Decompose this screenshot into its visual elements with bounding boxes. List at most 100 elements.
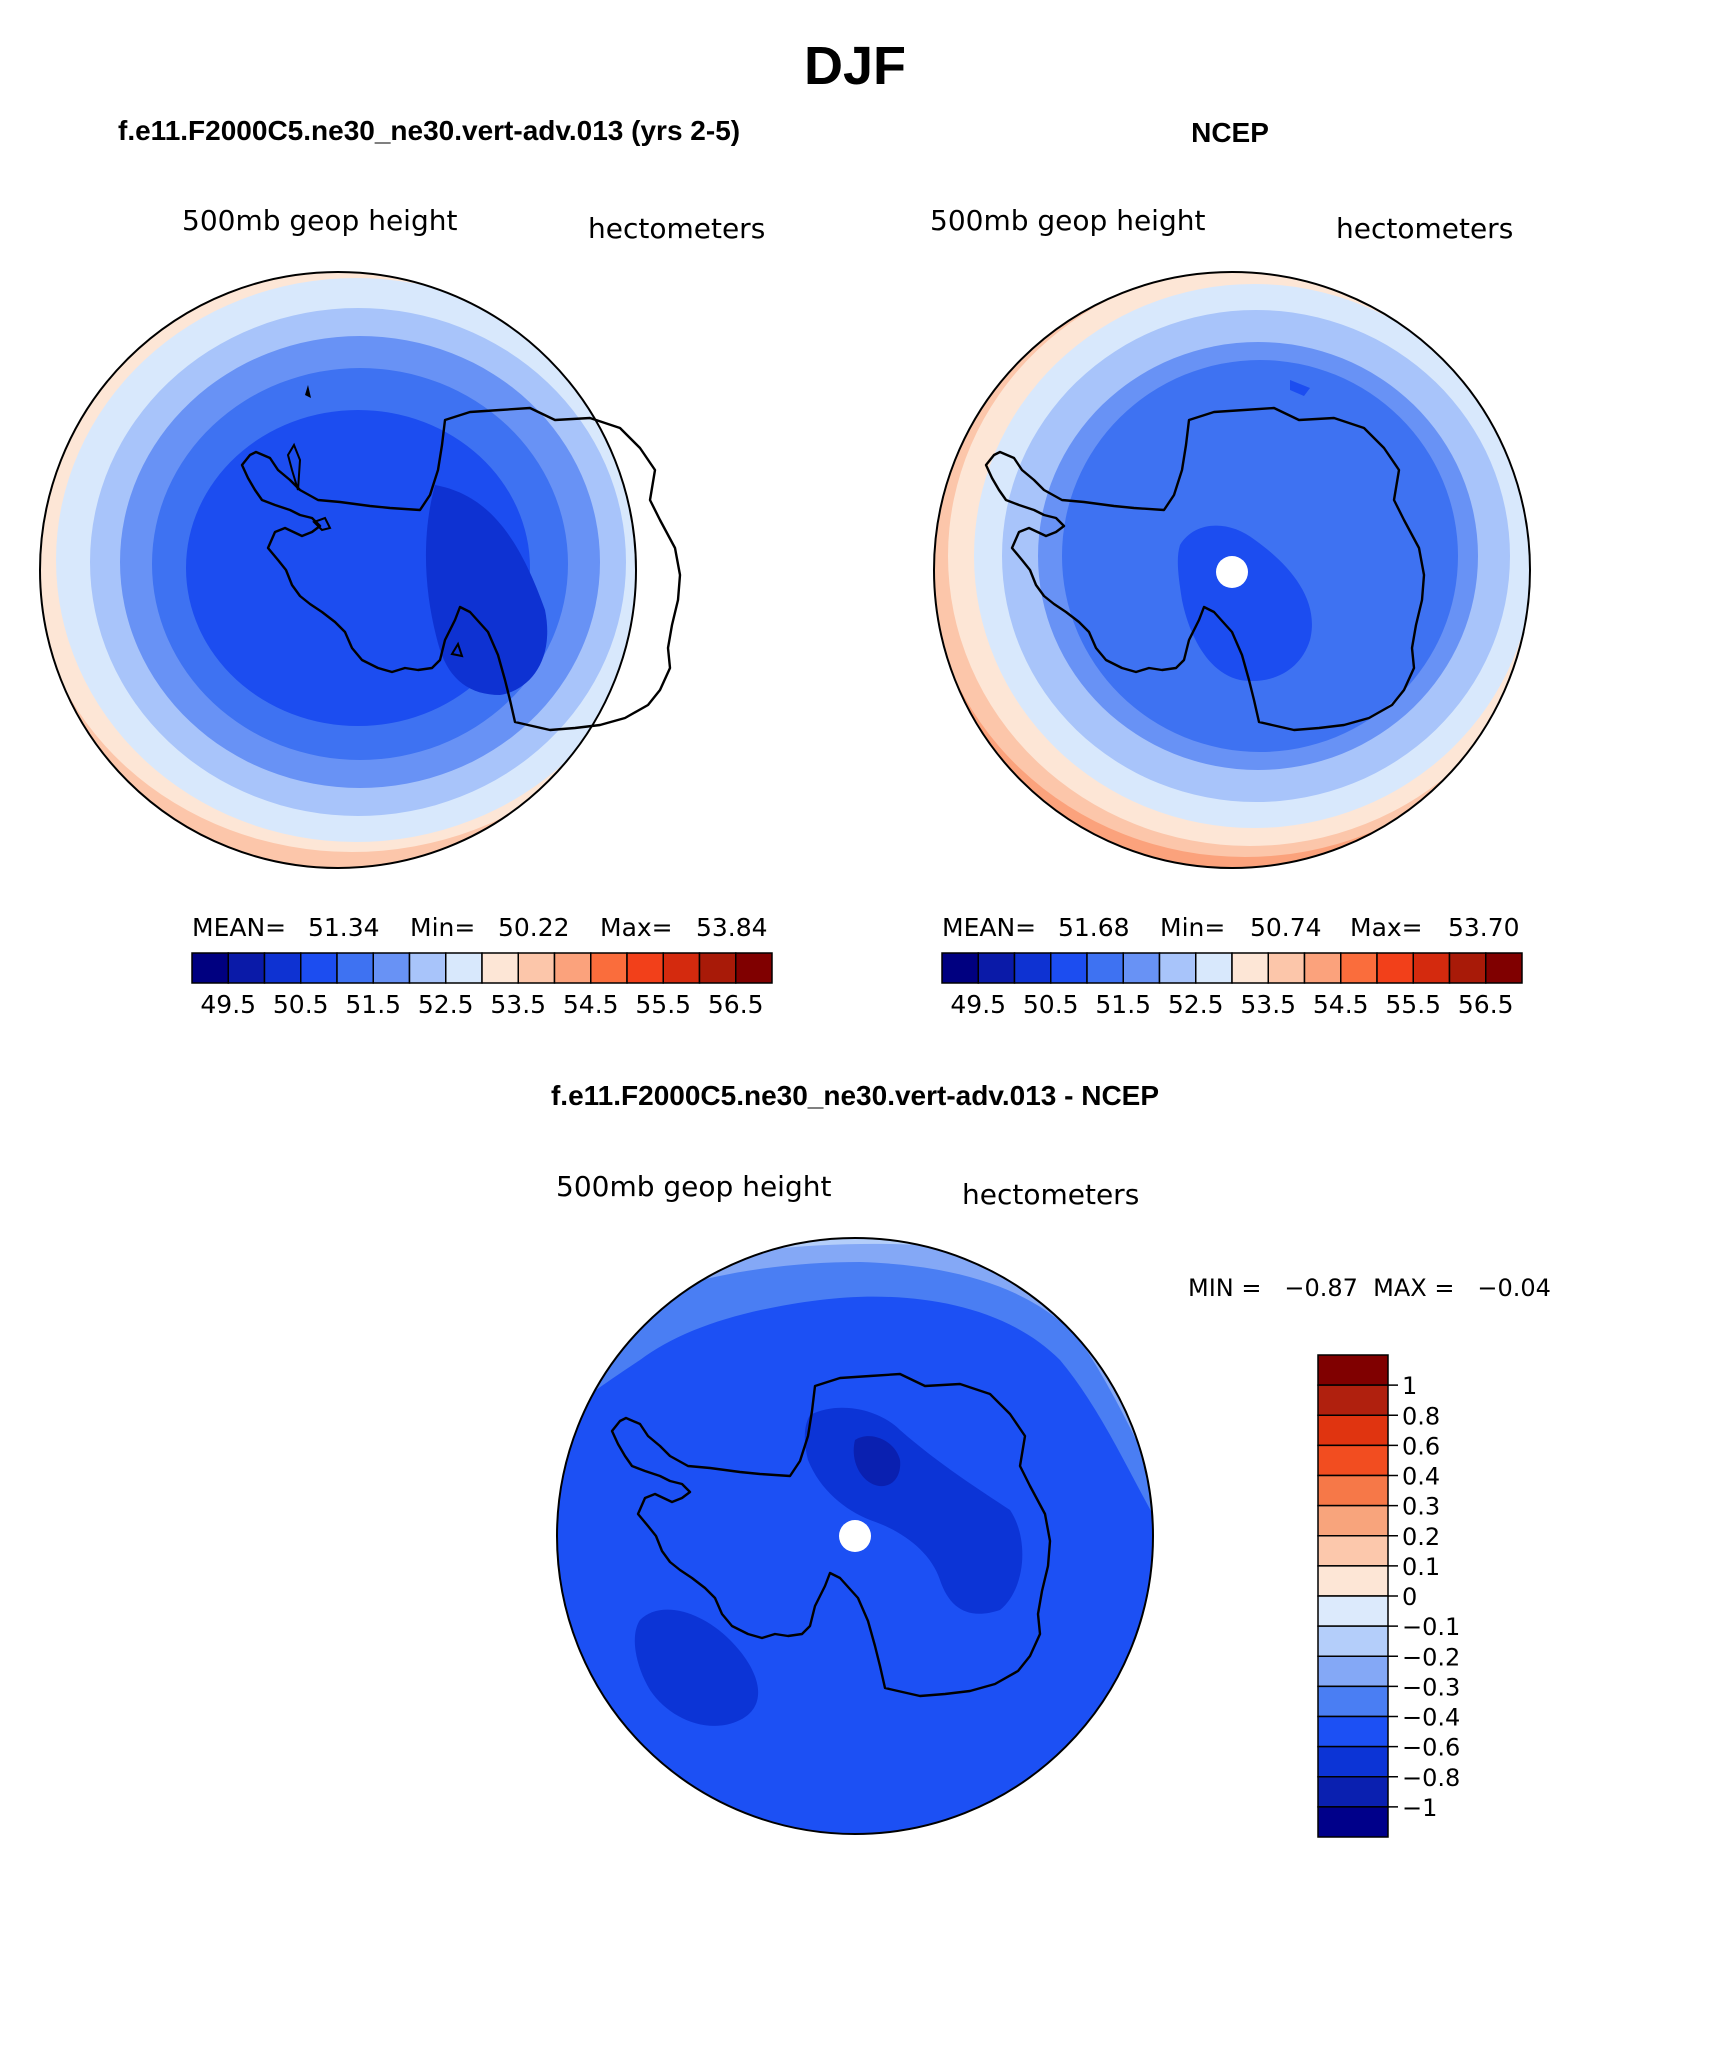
panel1-title: f.e11.F2000C5.ne30_ne30.vert-adv.013 (yr… bbox=[118, 115, 740, 146]
colorbar-tick-label: 0.6 bbox=[1402, 1432, 1440, 1460]
colorbar-swatch bbox=[227, 952, 266, 984]
panel3-field-label: 500mb geop height bbox=[556, 1170, 831, 1203]
colorbar-swatch bbox=[517, 952, 556, 984]
colorbar-tick-label: 53.5 bbox=[1240, 990, 1296, 1019]
colorbar-swatch bbox=[1195, 952, 1233, 984]
colorbar-difference: 10.80.6 0.40.30.20.10−0.1−0.2−0.3 −0.4−0.6… bbox=[1317, 1354, 1460, 1838]
colorbar-swatch bbox=[1317, 1655, 1389, 1688]
colorbar-swatch bbox=[263, 952, 302, 984]
colorbar-tick-label: 0.8 bbox=[1402, 1402, 1440, 1430]
svg-text:MEAN=: MEAN= bbox=[192, 913, 286, 942]
panel2-units-label: hectometers bbox=[1336, 212, 1513, 245]
svg-text:50.74: 50.74 bbox=[1250, 913, 1322, 942]
colorbar-swatch bbox=[1317, 1715, 1389, 1748]
colorbar-tick-label: 49.5 bbox=[950, 990, 1006, 1019]
colorbar-tick-label: 54.5 bbox=[1313, 990, 1369, 1019]
colorbar-tick-label: −0.2 bbox=[1402, 1643, 1460, 1671]
colorbar-swatch bbox=[1013, 952, 1052, 984]
panel3-title: f.e11.F2000C5.ne30_ne30.vert-adv.013 - N… bbox=[551, 1080, 1159, 1111]
colorbar-swatch bbox=[626, 952, 664, 984]
panel1-field-label: 500mb geop height bbox=[182, 204, 457, 237]
colorbar-swatch bbox=[1317, 1414, 1389, 1447]
colorbar-swatch bbox=[1317, 1685, 1389, 1718]
colorbar-swatch bbox=[1412, 952, 1451, 984]
polar-map-ncep bbox=[933, 271, 1531, 869]
colorbar-tick-label: 51.5 bbox=[1095, 990, 1151, 1019]
panel2-title: NCEP bbox=[1191, 117, 1269, 148]
colorbar-swatch bbox=[1376, 952, 1414, 984]
colorbar-swatch bbox=[1317, 1625, 1389, 1657]
svg-text:Min=: Min= bbox=[1160, 913, 1225, 942]
colorbar-tick-label: −1 bbox=[1402, 1794, 1437, 1822]
colorbar-tick-label: 49.5 bbox=[200, 990, 256, 1019]
colorbar-swatch bbox=[300, 952, 338, 984]
svg-text:51.68: 51.68 bbox=[1058, 913, 1130, 942]
colorbar-tick-label: −0.6 bbox=[1402, 1734, 1460, 1762]
colorbar-swatch bbox=[1158, 952, 1197, 984]
svg-text:Max=: Max= bbox=[600, 913, 673, 942]
colorbar-swatch bbox=[590, 952, 628, 984]
colorbar-tick-label: 51.5 bbox=[345, 990, 401, 1019]
colorbar-tick-label: −0.8 bbox=[1402, 1764, 1460, 1792]
colorbar-swatch bbox=[1485, 952, 1523, 984]
colorbar-swatch bbox=[735, 952, 773, 984]
colorbar-tick-label: 56.5 bbox=[708, 990, 764, 1019]
colorbar-tick-label: 53.5 bbox=[490, 990, 546, 1019]
colorbar-tick-label: 50.5 bbox=[273, 990, 329, 1019]
colorbar-swatch bbox=[1317, 1444, 1389, 1477]
svg-text:Min=: Min= bbox=[410, 913, 475, 942]
colorbar-swatch bbox=[662, 952, 701, 984]
panel1-units-label: hectometers bbox=[588, 212, 765, 245]
colorbar-swatch bbox=[1317, 1565, 1389, 1597]
colorbar-tick-label: 0.4 bbox=[1402, 1463, 1440, 1491]
colorbar-swatch bbox=[1267, 952, 1306, 984]
svg-text:53.84: 53.84 bbox=[696, 913, 768, 942]
colorbar-model: 49.5 50.5 51.5 52.5 53.5 54.5 55.5 56.5 bbox=[191, 952, 773, 1019]
colorbar-swatch bbox=[191, 952, 229, 984]
pole-marker bbox=[839, 1520, 871, 1552]
colorbar-tick-label: 55.5 bbox=[1385, 990, 1441, 1019]
colorbar-tick-label: 56.5 bbox=[1458, 990, 1514, 1019]
panel3-units-label: hectometers bbox=[962, 1178, 1139, 1211]
colorbar-tick-label: 0 bbox=[1402, 1583, 1417, 1611]
colorbar-swatch bbox=[698, 952, 737, 984]
colorbar-swatch bbox=[1317, 1354, 1389, 1386]
colorbar-swatch bbox=[336, 952, 374, 984]
colorbar-swatch bbox=[1317, 1504, 1389, 1537]
panel3-minmax: MIN = −0.87 MAX = −0.04 bbox=[1188, 1274, 1551, 1302]
colorbar-tick-label: −0.4 bbox=[1402, 1704, 1460, 1732]
polar-map-difference bbox=[556, 1237, 1154, 1835]
colorbar-swatch bbox=[408, 952, 447, 984]
colorbar-swatch bbox=[553, 952, 592, 984]
colorbar-tick-label: 0.2 bbox=[1402, 1523, 1440, 1551]
colorbar-tick-label: 0.1 bbox=[1402, 1553, 1440, 1581]
antarctica-coastline bbox=[610, 1372, 1052, 1698]
colorbar-tick-label: 54.5 bbox=[563, 990, 619, 1019]
colorbar-tick-label: 1 bbox=[1402, 1372, 1417, 1400]
colorbar-swatch bbox=[1317, 1776, 1389, 1808]
colorbar-swatch bbox=[1317, 1595, 1389, 1627]
colorbar-tick-label: −0.3 bbox=[1402, 1673, 1460, 1701]
svg-text:Max=: Max= bbox=[1350, 913, 1423, 942]
colorbar-swatch bbox=[1122, 952, 1161, 984]
colorbar-swatch bbox=[445, 952, 483, 984]
svg-text:53.70: 53.70 bbox=[1448, 913, 1520, 942]
pole-marker bbox=[1216, 556, 1248, 588]
colorbar-swatch bbox=[1340, 952, 1378, 984]
colorbar-swatch bbox=[1050, 952, 1088, 984]
colorbar-swatch bbox=[1317, 1384, 1389, 1416]
colorbar-swatch bbox=[1317, 1745, 1389, 1778]
colorbar-tick-label: 52.5 bbox=[418, 990, 474, 1019]
panel2-stats: MEAN= 51.68 Min= 50.74 Max= 53.70 bbox=[942, 913, 1520, 942]
season-title: DJF bbox=[804, 36, 906, 96]
colorbar-swatch bbox=[1317, 1474, 1389, 1507]
colorbar-swatch bbox=[1231, 952, 1269, 984]
svg-text:50.22: 50.22 bbox=[498, 913, 570, 942]
antarctica-coastline bbox=[240, 406, 682, 732]
colorbar-ncep: 49.5 50.5 51.5 52.5 53.5 54.5 55.5 56.5 bbox=[941, 952, 1523, 1019]
colorbar-swatch bbox=[1303, 952, 1342, 984]
panel1-stats: MEAN= 51.34 Min= 50.22 Max= 53.84 bbox=[192, 913, 768, 942]
colorbar-swatch bbox=[1317, 1806, 1389, 1838]
colorbar-swatch bbox=[481, 952, 519, 984]
